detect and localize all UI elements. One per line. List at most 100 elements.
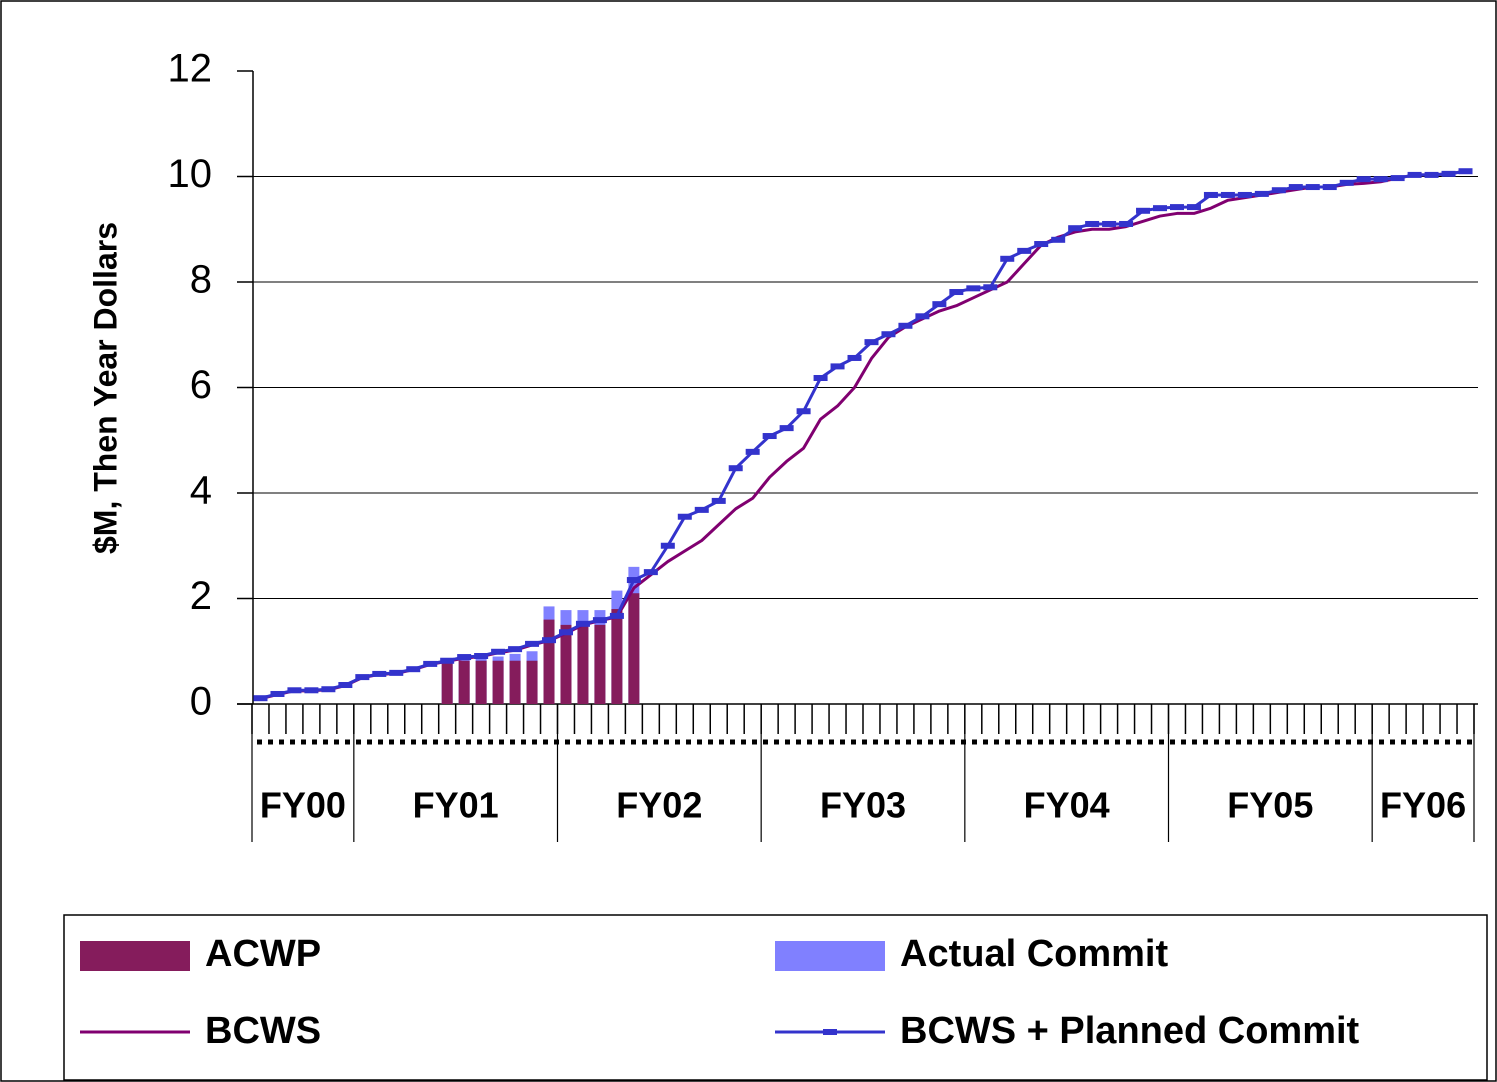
marker [474,652,489,659]
y-tick-label: 10 [168,152,213,196]
marker [1271,187,1286,194]
marker [508,646,523,653]
marker [813,375,828,382]
bar [458,660,470,704]
fy-label: FY05 [1227,785,1313,826]
marker [389,669,404,676]
legend-label: ACWP [205,933,321,975]
marker [728,465,743,472]
marker [711,497,726,504]
bar [509,660,521,704]
marker [372,670,387,677]
marker [440,657,455,664]
y-tick-label: 8 [190,258,212,302]
marker [1424,171,1439,178]
marker [304,687,319,694]
legend-label: BCWS + Planned Commit [900,1010,1360,1052]
marker [983,284,998,291]
marker [1237,191,1252,198]
y-tick-label: 6 [190,363,212,407]
bar [526,660,538,704]
marker [949,289,964,296]
marker [1339,179,1354,186]
marker [847,354,862,361]
marker [423,660,438,667]
marker [898,322,913,329]
marker [626,577,641,584]
marker [406,666,421,673]
marker [542,637,557,644]
marker [1322,184,1337,191]
legend-marker [823,1029,837,1035]
marker [575,620,590,627]
marker [355,674,370,681]
fy-label: FY06 [1380,785,1466,826]
marker [287,687,302,694]
bar [475,660,487,704]
marker [915,313,930,320]
marker [1119,220,1134,227]
legend-swatch [80,941,190,971]
marker [643,569,658,576]
marker [1186,204,1201,211]
marker [864,339,879,346]
bar [628,593,640,704]
marker [1390,175,1405,182]
bar [492,660,504,704]
marker [830,363,845,370]
bar [441,661,453,704]
fy-label: FY02 [616,785,702,826]
marker [881,331,896,338]
y-tick-label: 12 [168,47,213,91]
marker [1102,220,1117,227]
marker [1441,170,1456,177]
marker [1220,191,1235,198]
legend-label: Actual Commit [900,933,1168,975]
marker [1034,241,1049,248]
marker [1203,191,1218,198]
marker [1356,176,1371,183]
marker [762,433,777,440]
marker [253,695,268,702]
marker [525,640,540,647]
marker [1068,225,1083,232]
marker [1169,204,1184,211]
marker [321,686,336,693]
marker [694,506,709,513]
marker [1000,255,1015,262]
marker [779,425,794,432]
bar [577,624,589,704]
marker [558,629,573,636]
marker [1051,236,1066,243]
marker [1254,190,1269,197]
bar [543,619,555,704]
legend-swatch [775,941,885,971]
marker [1458,168,1473,175]
marker [1085,220,1100,227]
marker [745,448,760,455]
marker [457,654,472,661]
marker [1373,176,1388,183]
marker [932,301,947,308]
bar [594,624,606,704]
fy-label: FY01 [413,785,499,826]
marker [592,617,607,624]
line [260,169,1466,701]
marker [1136,207,1151,214]
marker [338,682,353,689]
fy-label: FY04 [1024,785,1110,826]
marker [677,513,692,520]
marker [1017,247,1032,254]
marker [796,408,811,415]
marker [966,285,981,292]
marker [1407,171,1422,178]
marker [1305,184,1320,191]
marker [660,542,675,549]
line [260,169,1466,700]
fy-label: FY00 [260,785,346,826]
fy-label: FY03 [820,785,906,826]
y-tick-label: 4 [190,469,212,513]
